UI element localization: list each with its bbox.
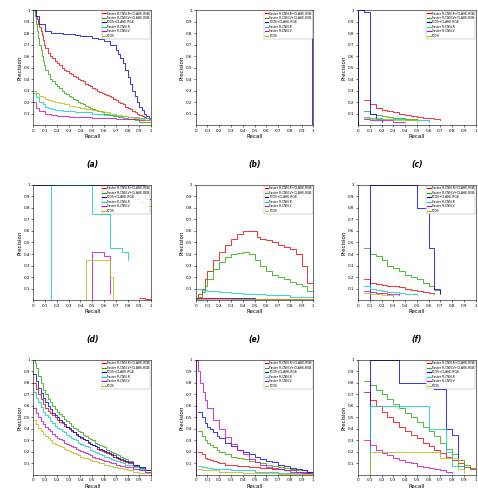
X-axis label: Recall: Recall [246, 309, 263, 314]
Text: (d): (d) [86, 334, 98, 344]
X-axis label: Recall: Recall [409, 484, 425, 489]
Y-axis label: Precision: Precision [17, 406, 22, 429]
Y-axis label: Precision: Precision [342, 230, 347, 254]
Text: (a): (a) [86, 160, 98, 168]
Legend: Faster R-CNN-R+CLAHE-RGB, Faster R-CNN-V+CLAHE-RGB, FCOS+CLAHE-RGB, Faster R-CNN: Faster R-CNN-R+CLAHE-RGB, Faster R-CNN-V… [101, 360, 151, 388]
Text: (b): (b) [248, 160, 261, 168]
X-axis label: Recall: Recall [409, 134, 425, 139]
Y-axis label: Precision: Precision [342, 406, 347, 429]
Text: (f): (f) [412, 334, 422, 344]
X-axis label: Recall: Recall [409, 309, 425, 314]
Legend: Faster R-CNN-R+CLAHE-RGB, Faster R-CNN-V+CLAHE-RGB, FCOS+CLAHE-RGB, Faster R-CNN: Faster R-CNN-R+CLAHE-RGB, Faster R-CNN-V… [426, 360, 475, 388]
X-axis label: Recall: Recall [246, 134, 263, 139]
Y-axis label: Precision: Precision [17, 56, 22, 80]
X-axis label: Recall: Recall [246, 484, 263, 489]
Text: (c): (c) [411, 160, 423, 168]
Legend: Faster R-CNN-R+CLAHE-RGB, Faster R-CNN-V+CLAHE-RGB, FCOS+CLAHE-RGB, Faster R-CNN: Faster R-CNN-R+CLAHE-RGB, Faster R-CNN-V… [264, 360, 313, 388]
X-axis label: Recall: Recall [84, 134, 100, 139]
Y-axis label: Precision: Precision [17, 230, 22, 254]
Legend: Faster R-CNN-R+CLAHE-RGB, Faster R-CNN-V+CLAHE-RGB, FCOS+CLAHE-RGB, Faster R-CNN: Faster R-CNN-R+CLAHE-RGB, Faster R-CNN-V… [101, 10, 151, 38]
Y-axis label: Precision: Precision [342, 56, 347, 80]
X-axis label: Recall: Recall [84, 484, 100, 489]
Y-axis label: Precision: Precision [179, 56, 185, 80]
Y-axis label: Precision: Precision [179, 230, 185, 254]
Legend: Faster R-CNN-R+CLAHE-RGB, Faster R-CNN-V+CLAHE-RGB, FCOS+CLAHE-RGB, Faster R-CNN: Faster R-CNN-R+CLAHE-RGB, Faster R-CNN-V… [426, 186, 475, 214]
Text: (e): (e) [249, 334, 261, 344]
Legend: Faster R-CNN-R+CLAHE-RGB, Faster R-CNN-V+CLAHE-RGB, FCOS+CLAHE-RGB, Faster R-CNN: Faster R-CNN-R+CLAHE-RGB, Faster R-CNN-V… [426, 10, 475, 38]
Y-axis label: Precision: Precision [179, 406, 185, 429]
X-axis label: Recall: Recall [84, 309, 100, 314]
Legend: Faster R-CNN-R+CLAHE-RGB, Faster R-CNN-V+CLAHE-RGB, FCOS+CLAHE-RGB, Faster R-CNN: Faster R-CNN-R+CLAHE-RGB, Faster R-CNN-V… [264, 10, 313, 38]
Legend: Faster R-CNN-R+CLAHE-RGB, Faster R-CNN-V+CLAHE-RGB, FCOS+CLAHE-RGB, Faster R-CNN: Faster R-CNN-R+CLAHE-RGB, Faster R-CNN-V… [264, 186, 313, 214]
Legend: Faster R-CNN-R+CLAHE-RGB, Faster R-CNN-V+CLAHE-RGB, FCOS+CLAHE-RGB, Faster R-CNN: Faster R-CNN-R+CLAHE-RGB, Faster R-CNN-V… [101, 186, 151, 214]
